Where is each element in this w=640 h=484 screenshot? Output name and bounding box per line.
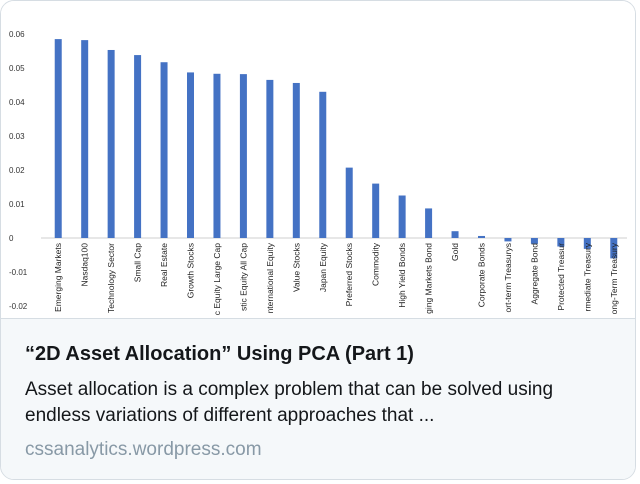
x-category-label: ong-Term Treasury bbox=[609, 242, 619, 314]
y-tick-label: -0.02 bbox=[9, 302, 28, 311]
x-category-label: Gold bbox=[450, 243, 460, 261]
bar bbox=[557, 238, 565, 247]
bar bbox=[530, 238, 538, 244]
card-image: 0.06 0.05 0.04 0.03 0.02 0.01 0 -0.01 -0.02 Emerg… bbox=[1, 1, 635, 318]
x-category-label: Small Cap bbox=[133, 243, 143, 282]
y-tick-label: 0.03 bbox=[9, 132, 25, 141]
bar bbox=[319, 91, 327, 238]
y-tick-label: 0.02 bbox=[9, 166, 25, 175]
x-category-label: ort-term Treasurys bbox=[503, 243, 513, 312]
x-category-label: Real Estate bbox=[159, 243, 169, 287]
card-meta[interactable]: “2D Asset Allocation” Using PCA (Part 1)… bbox=[1, 319, 635, 479]
x-category-label: Value Stocks bbox=[291, 243, 301, 292]
bar bbox=[292, 82, 300, 239]
x-category-label: Preferred Stocks bbox=[344, 243, 354, 306]
x-category-label: High Yield Bonds bbox=[397, 243, 407, 308]
bar bbox=[54, 39, 62, 238]
bar bbox=[266, 79, 274, 239]
bar bbox=[398, 195, 406, 238]
card-title[interactable]: “2D Asset Allocation” Using PCA (Part 1) bbox=[25, 343, 414, 365]
bar bbox=[213, 73, 221, 238]
bar bbox=[345, 167, 353, 238]
bar bbox=[610, 238, 618, 259]
x-category-label: c Equity Large Cap bbox=[212, 243, 222, 316]
x-category-label: stic Equity All Cap bbox=[238, 243, 248, 311]
y-tick-label: 0 bbox=[9, 234, 14, 243]
card-domain: cssanalytics.wordpress.com bbox=[25, 439, 262, 460]
x-category-label: Emerging Markets bbox=[53, 243, 63, 312]
bar bbox=[504, 238, 512, 242]
divider bbox=[1, 318, 635, 319]
x-category-label: rmediate Treasury bbox=[582, 242, 592, 311]
y-tick-label: 0.06 bbox=[9, 30, 25, 39]
x-category-label: Japan Equity bbox=[318, 242, 328, 292]
bar bbox=[372, 183, 380, 238]
y-tick-label: 0.04 bbox=[9, 98, 25, 107]
bar bbox=[583, 238, 591, 249]
card-description: Asset allocation is a complex problem th… bbox=[25, 379, 554, 426]
y-tick-label: 0.05 bbox=[9, 64, 25, 73]
bar bbox=[478, 235, 485, 238]
x-category-label: ging Markets Bond bbox=[424, 243, 434, 314]
bar bbox=[134, 55, 142, 238]
bar bbox=[451, 231, 459, 238]
y-tick-label: 0.01 bbox=[9, 200, 25, 209]
bar bbox=[81, 40, 89, 239]
bar bbox=[187, 72, 194, 238]
y-tick-label: -0.01 bbox=[9, 268, 28, 277]
x-category-label: Technology Sector bbox=[106, 243, 116, 313]
x-category-label: Nasdaq100 bbox=[80, 243, 90, 287]
x-category-label: Protected Treasur bbox=[556, 243, 566, 311]
x-category-label: Growth Stocks bbox=[186, 243, 196, 298]
bar bbox=[107, 49, 115, 239]
bar bbox=[160, 62, 168, 238]
bar bbox=[239, 74, 247, 239]
x-category-label: Aggregate Bond bbox=[529, 243, 539, 305]
x-category-label: nternational Equity bbox=[265, 242, 275, 313]
bar-chart: 0.06 0.05 0.04 0.03 0.02 0.01 0 -0.01 -0.02 Emerg… bbox=[9, 30, 627, 316]
x-category-label: Commodity bbox=[371, 242, 381, 286]
x-category-label: Corporate Bonds bbox=[477, 243, 487, 307]
bar bbox=[425, 208, 433, 238]
